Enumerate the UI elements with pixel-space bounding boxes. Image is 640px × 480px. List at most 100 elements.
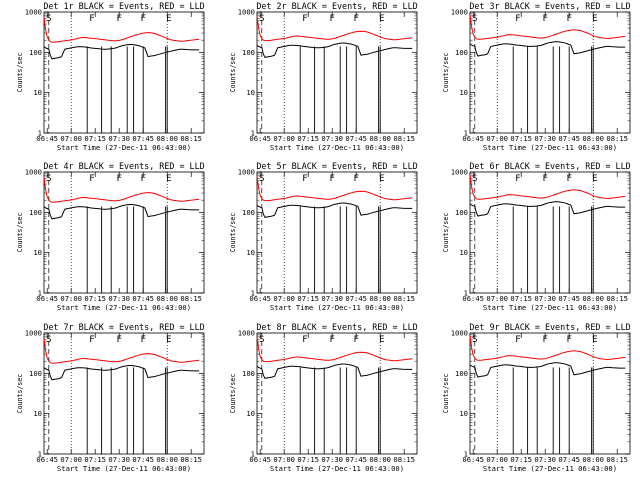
segment-marker: S xyxy=(46,14,51,24)
x-axis-label: Start Time (27-Dec-11 06:43:00) xyxy=(57,303,191,312)
lld-series-line xyxy=(43,177,200,203)
x-tick-label: 07:30 xyxy=(321,455,343,464)
panel-title: Det 7r BLACK = Events, RED = LLD xyxy=(43,322,204,332)
x-tick-label: 07:45 xyxy=(558,134,580,143)
panel-frame xyxy=(256,171,418,294)
y-tick-label: 1 xyxy=(38,289,42,298)
x-tick-label: 07:30 xyxy=(108,134,130,143)
panel-3: Det 3r BLACK = Events, RED = LLD 1 10 100 10… xyxy=(442,1,631,152)
panel-6: Det 6r BLACK = Events, RED = LLD 1 10 100 10… xyxy=(442,161,631,312)
segment-marker: E xyxy=(592,14,597,24)
x-tick-label: 07:15 xyxy=(510,294,532,303)
y-tick-label: 1000 xyxy=(451,329,468,338)
x-tick-label: 08:00 xyxy=(156,294,178,303)
events-series-line xyxy=(469,201,626,217)
panel-4: Det 4r BLACK = Events, RED = LLD 1 10 100 10… xyxy=(16,161,205,312)
y-axis-label: Counts/sec xyxy=(16,374,24,414)
y-tick-label: 100 xyxy=(455,208,468,217)
x-tick-label: 07:30 xyxy=(321,134,343,143)
panel-title: Det 8r BLACK = Events, RED = LLD xyxy=(256,322,417,332)
events-series-line xyxy=(43,204,200,220)
x-axis-label: Start Time (27-Dec-11 06:43:00) xyxy=(483,143,617,152)
y-tick-label: 100 xyxy=(242,48,255,57)
x-tick-label: 07:00 xyxy=(486,294,508,303)
panel-frame xyxy=(469,11,631,134)
x-tick-label: 06:45 xyxy=(36,455,58,464)
x-tick-label: 08:00 xyxy=(582,294,604,303)
panel-frame xyxy=(256,332,418,455)
segment-marker: F xyxy=(566,14,571,24)
panel-title: Det 5r BLACK = Events, RED = LLD xyxy=(256,161,417,171)
y-tick-label: 10 xyxy=(33,248,42,257)
x-tick-label: 07:45 xyxy=(345,455,367,464)
y-tick-label: 100 xyxy=(242,369,255,378)
segment-marker: F xyxy=(515,335,520,345)
panel-frame xyxy=(43,332,205,455)
events-series-line xyxy=(469,362,626,378)
x-tick-label: 07:00 xyxy=(60,134,82,143)
x-tick-label: 08:15 xyxy=(180,134,202,143)
x-tick-label: 08:15 xyxy=(393,134,415,143)
x-tick-label: 07:45 xyxy=(345,294,367,303)
segment-marker: E xyxy=(592,335,597,345)
x-tick-label: 06:45 xyxy=(462,455,484,464)
segment-marker: S xyxy=(259,14,264,24)
segment-marker: S xyxy=(472,335,477,345)
y-tick-label: 1 xyxy=(251,450,255,459)
x-tick-label: 08:00 xyxy=(369,134,391,143)
segment-marker: F xyxy=(302,174,307,184)
y-tick-label: 1000 xyxy=(25,168,42,177)
y-tick-label: 1 xyxy=(464,450,468,459)
lld-series-line xyxy=(43,17,200,43)
panel-title: Det 9r BLACK = Events, RED = LLD xyxy=(469,322,630,332)
y-axis-label: Counts/sec xyxy=(16,213,24,253)
x-tick-label: 07:45 xyxy=(558,294,580,303)
x-tick-label: 07:15 xyxy=(297,294,319,303)
segment-marker: F xyxy=(116,174,121,184)
panel-frame xyxy=(43,11,205,134)
lld-series-line xyxy=(469,174,626,200)
lld-series-line xyxy=(469,14,626,40)
segment-marker: F xyxy=(140,14,145,24)
y-tick-label: 10 xyxy=(246,409,255,418)
y-tick-label: 1000 xyxy=(238,329,255,338)
segment-marker: F xyxy=(353,14,358,24)
segment-marker: F xyxy=(566,335,571,345)
x-tick-label: 08:00 xyxy=(156,134,178,143)
x-tick-label: 07:45 xyxy=(132,455,154,464)
x-axis-label: Start Time (27-Dec-11 06:43:00) xyxy=(483,303,617,312)
segment-marker: S xyxy=(472,174,477,184)
panel-title: Det 4r BLACK = Events, RED = LLD xyxy=(43,161,204,171)
lld-series-line xyxy=(256,175,413,202)
x-tick-label: 07:30 xyxy=(534,455,556,464)
panel-frame xyxy=(469,171,631,294)
segment-marker: F xyxy=(329,335,334,345)
segment-marker: F xyxy=(89,174,94,184)
segment-marker: E xyxy=(166,335,171,345)
segment-marker: E xyxy=(379,14,384,24)
segment-marker: F xyxy=(329,14,334,24)
x-tick-label: 08:15 xyxy=(606,294,628,303)
events-series-line xyxy=(256,363,413,379)
x-tick-label: 07:15 xyxy=(84,455,106,464)
panel-9: Det 9r BLACK = Events, RED = LLD 1 10 100 10… xyxy=(442,322,631,473)
x-axis-label: Start Time (27-Dec-11 06:43:00) xyxy=(57,464,191,473)
panel-frame xyxy=(43,171,205,294)
segment-marker: F xyxy=(116,335,121,345)
lld-series-line xyxy=(469,335,626,361)
lld-series-line xyxy=(256,15,413,42)
segment-marker: F xyxy=(302,14,307,24)
y-tick-label: 1000 xyxy=(451,8,468,17)
events-series-line xyxy=(256,42,413,58)
y-tick-label: 100 xyxy=(29,369,42,378)
x-tick-label: 08:15 xyxy=(606,134,628,143)
segment-marker: S xyxy=(46,335,51,345)
x-tick-label: 07:15 xyxy=(510,455,532,464)
x-tick-label: 08:00 xyxy=(156,455,178,464)
panel-title: Det 1r BLACK = Events, RED = LLD xyxy=(43,1,204,11)
segment-marker: S xyxy=(259,174,264,184)
segment-marker: F xyxy=(542,335,547,345)
segment-marker: F xyxy=(542,14,547,24)
x-tick-label: 08:00 xyxy=(369,294,391,303)
